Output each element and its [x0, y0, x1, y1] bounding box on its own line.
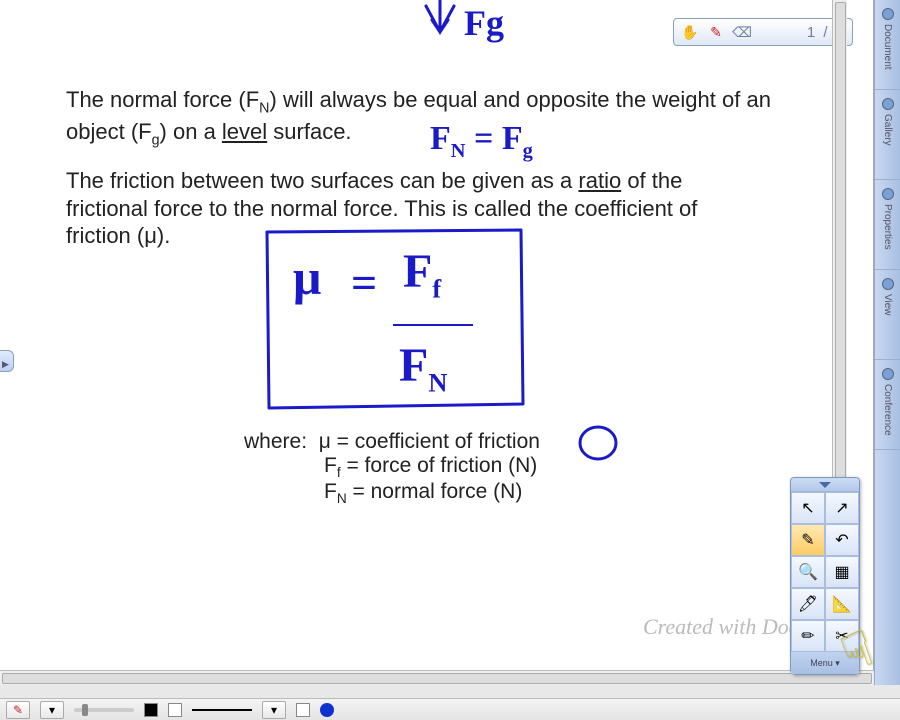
symbol-mu: μ	[293, 248, 321, 306]
swatch-white[interactable]	[168, 703, 182, 717]
palette-grip[interactable]	[791, 478, 859, 492]
tab-view[interactable]: View	[875, 270, 900, 360]
palette-tool-1[interactable]: ↗	[825, 492, 859, 524]
symbol-eq: =	[351, 256, 377, 309]
handwriting-fn-eq-fg: FN = Fg	[430, 120, 533, 163]
tab-conference[interactable]: Conference	[875, 360, 900, 450]
tab-gallery[interactable]: Gallery	[875, 90, 900, 180]
dropdown-button[interactable]: ▾	[40, 701, 64, 719]
hand-tool-icon[interactable]: ✋	[680, 22, 700, 42]
palette-tool-4[interactable]: 🔍	[791, 556, 825, 588]
line-style-dropdown[interactable]: ▾	[262, 701, 286, 719]
fraction-line	[393, 324, 473, 326]
color-dot[interactable]	[320, 703, 334, 717]
formula-box: μ = Ff FN	[263, 226, 527, 412]
bottom-toolbar: ✎ ▾ ▾	[0, 698, 900, 720]
where-definitions: where: μ = coefficient of friction Ff = …	[244, 430, 540, 506]
palette-tool-7[interactable]: 📐	[825, 588, 859, 620]
symbol-ff: Ff	[403, 244, 441, 305]
side-tab-strip: Document Gallery Properties View Confere…	[874, 0, 900, 685]
handwriting-circle	[576, 424, 620, 462]
thickness-slider[interactable]	[74, 708, 134, 712]
line-preview	[192, 709, 252, 711]
palette-tool-8[interactable]: ✏	[791, 620, 825, 652]
expand-left-handle[interactable]	[0, 350, 14, 372]
palette-tool-2[interactable]: ✎	[791, 524, 825, 556]
pen-button[interactable]: ✎	[6, 701, 30, 719]
palette-tool-6[interactable]: 🖊	[791, 588, 825, 620]
swatch-black[interactable]	[144, 703, 158, 717]
palette-tool-0[interactable]: ↖	[791, 492, 825, 524]
page-toolbar: ✋ ✎ ⌫ 1 / 4	[673, 18, 853, 46]
pen-tool-icon[interactable]: ✎	[706, 22, 726, 42]
symbol-fn: FN	[399, 338, 447, 399]
tab-properties[interactable]: Properties	[875, 180, 900, 270]
whiteboard-canvas[interactable]: ✋ ✎ ⌫ 1 / 4 Fg The normal force (FN) wil…	[0, 0, 873, 685]
swatch-white-2[interactable]	[296, 703, 310, 717]
palette-tool-5[interactable]: ▦	[825, 556, 859, 588]
palette-tool-3[interactable]: ↶	[825, 524, 859, 556]
eraser-tool-icon[interactable]: ⌫	[732, 22, 752, 42]
tab-document[interactable]: Document	[875, 0, 900, 90]
horizontal-scrollbar[interactable]	[0, 670, 874, 685]
handwriting-fg-arrow: Fg	[420, 0, 530, 60]
palette-tool-9[interactable]: ✂	[825, 620, 859, 652]
palette-footer: Menu ▾	[791, 652, 859, 674]
tool-palette[interactable]: ↖↗✎↶🔍▦🖊📐✏✂ Menu ▾	[790, 477, 860, 675]
